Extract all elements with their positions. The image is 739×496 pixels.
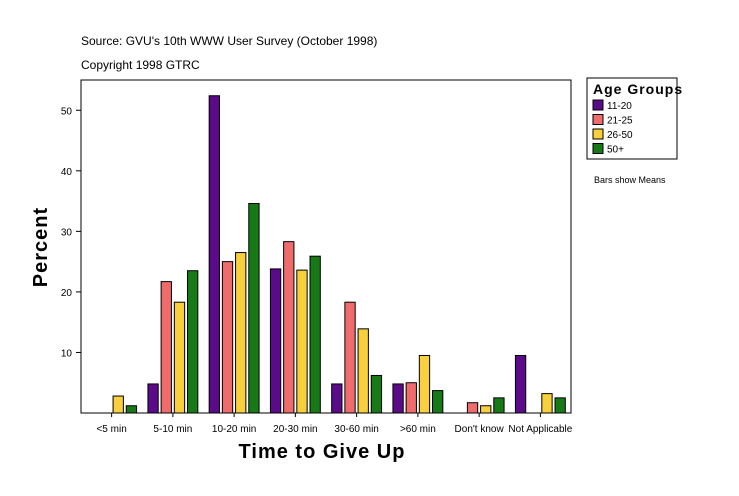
legend-label-26-50: 26-50 — [607, 130, 633, 141]
bar-50+->60 min — [432, 390, 444, 414]
legend-swatch-21-25 — [592, 114, 604, 125]
bar-26-50-10-20 min — [235, 252, 247, 414]
bar-11-20-5-10 min — [147, 383, 159, 414]
x-axis-title: Time to Give Up — [239, 441, 406, 463]
y-tick-label: 30 — [61, 227, 73, 238]
x-axis: <5 min 5-10 min 10-20 min 20-30 min 30-60 mi… — [96, 413, 573, 435]
legend-label-21-25: 21-25 — [607, 116, 633, 127]
bar-21-25-10-20 min — [221, 261, 234, 414]
legend-swatch-26-50 — [592, 128, 604, 140]
bar-26-50-Don't know — [480, 405, 492, 414]
y-tick-label: 40 — [61, 167, 73, 178]
bar-11-20-Not Applicable — [514, 354, 527, 414]
y-axis-title: Percent — [30, 207, 52, 287]
legend: Age Groups 11-20 21-25 26-50 50+ — [586, 77, 683, 160]
bar-50+-5-10 min — [187, 270, 199, 414]
x-tick-label: <5 min — [96, 424, 126, 435]
legend-label-50+: 50+ — [607, 145, 624, 156]
bars-note: Bars show Means — [594, 175, 666, 185]
bar-21-25->60 min — [405, 382, 417, 414]
y-tick-label: 20 — [61, 288, 73, 299]
bar-21-25-30-60 min — [344, 301, 356, 414]
copyright-text: Copyright 1998 GTRC — [81, 58, 200, 72]
x-tick-label: Not Applicable — [508, 424, 572, 435]
bar-21-25-Don't know — [466, 402, 479, 414]
x-tick-label: 10-20 min — [212, 424, 256, 435]
bar-21-25-20-30 min — [283, 241, 295, 414]
bar-26-50-20-30 min — [296, 269, 308, 414]
bar-11-20-20-30 min — [269, 268, 282, 414]
bar-50+-Not Applicable — [554, 397, 566, 414]
x-tick-label: 30-60 min — [334, 424, 378, 435]
y-tick-label: 50 — [61, 106, 73, 117]
legend-swatch-50+ — [592, 143, 604, 154]
x-tick-label: >60 min — [400, 424, 436, 435]
legend-swatch-11-20 — [592, 99, 604, 111]
bar-50+-30-60 min — [370, 374, 383, 414]
bar-11-20-30-60 min — [331, 383, 343, 414]
bar-26-50-5-10 min — [173, 301, 186, 414]
bar-26-50-Not Applicable — [541, 393, 553, 414]
y-axis: 10 20 30 40 50 — [61, 106, 81, 359]
bar-50+-20-30 min — [309, 255, 321, 414]
bar-50+-<5 min — [125, 405, 138, 414]
bar-26-50-<5 min — [112, 395, 124, 414]
bar-26-50->60 min — [418, 354, 431, 414]
x-tick-label: Don't know — [455, 424, 505, 435]
legend-label-11-20: 11-20 — [607, 101, 632, 112]
bar-26-50-30-60 min — [357, 328, 369, 414]
plot-area — [80, 79, 572, 414]
bars-group — [112, 95, 566, 414]
x-tick-label: 20-30 min — [273, 424, 317, 435]
bar-21-25-5-10 min — [160, 281, 172, 414]
x-tick-label: 5-10 min — [153, 424, 192, 435]
y-tick-label: 10 — [61, 348, 73, 359]
bar-50+-Don't know — [493, 397, 505, 414]
source-text: Source: GVU's 10th WWW User Survey (Octo… — [81, 34, 377, 48]
bar-50+-10-20 min — [248, 203, 260, 414]
bar-11-20-10-20 min — [208, 95, 220, 414]
bar-11-20->60 min — [392, 383, 404, 414]
legend-title: Age Groups — [593, 81, 683, 97]
